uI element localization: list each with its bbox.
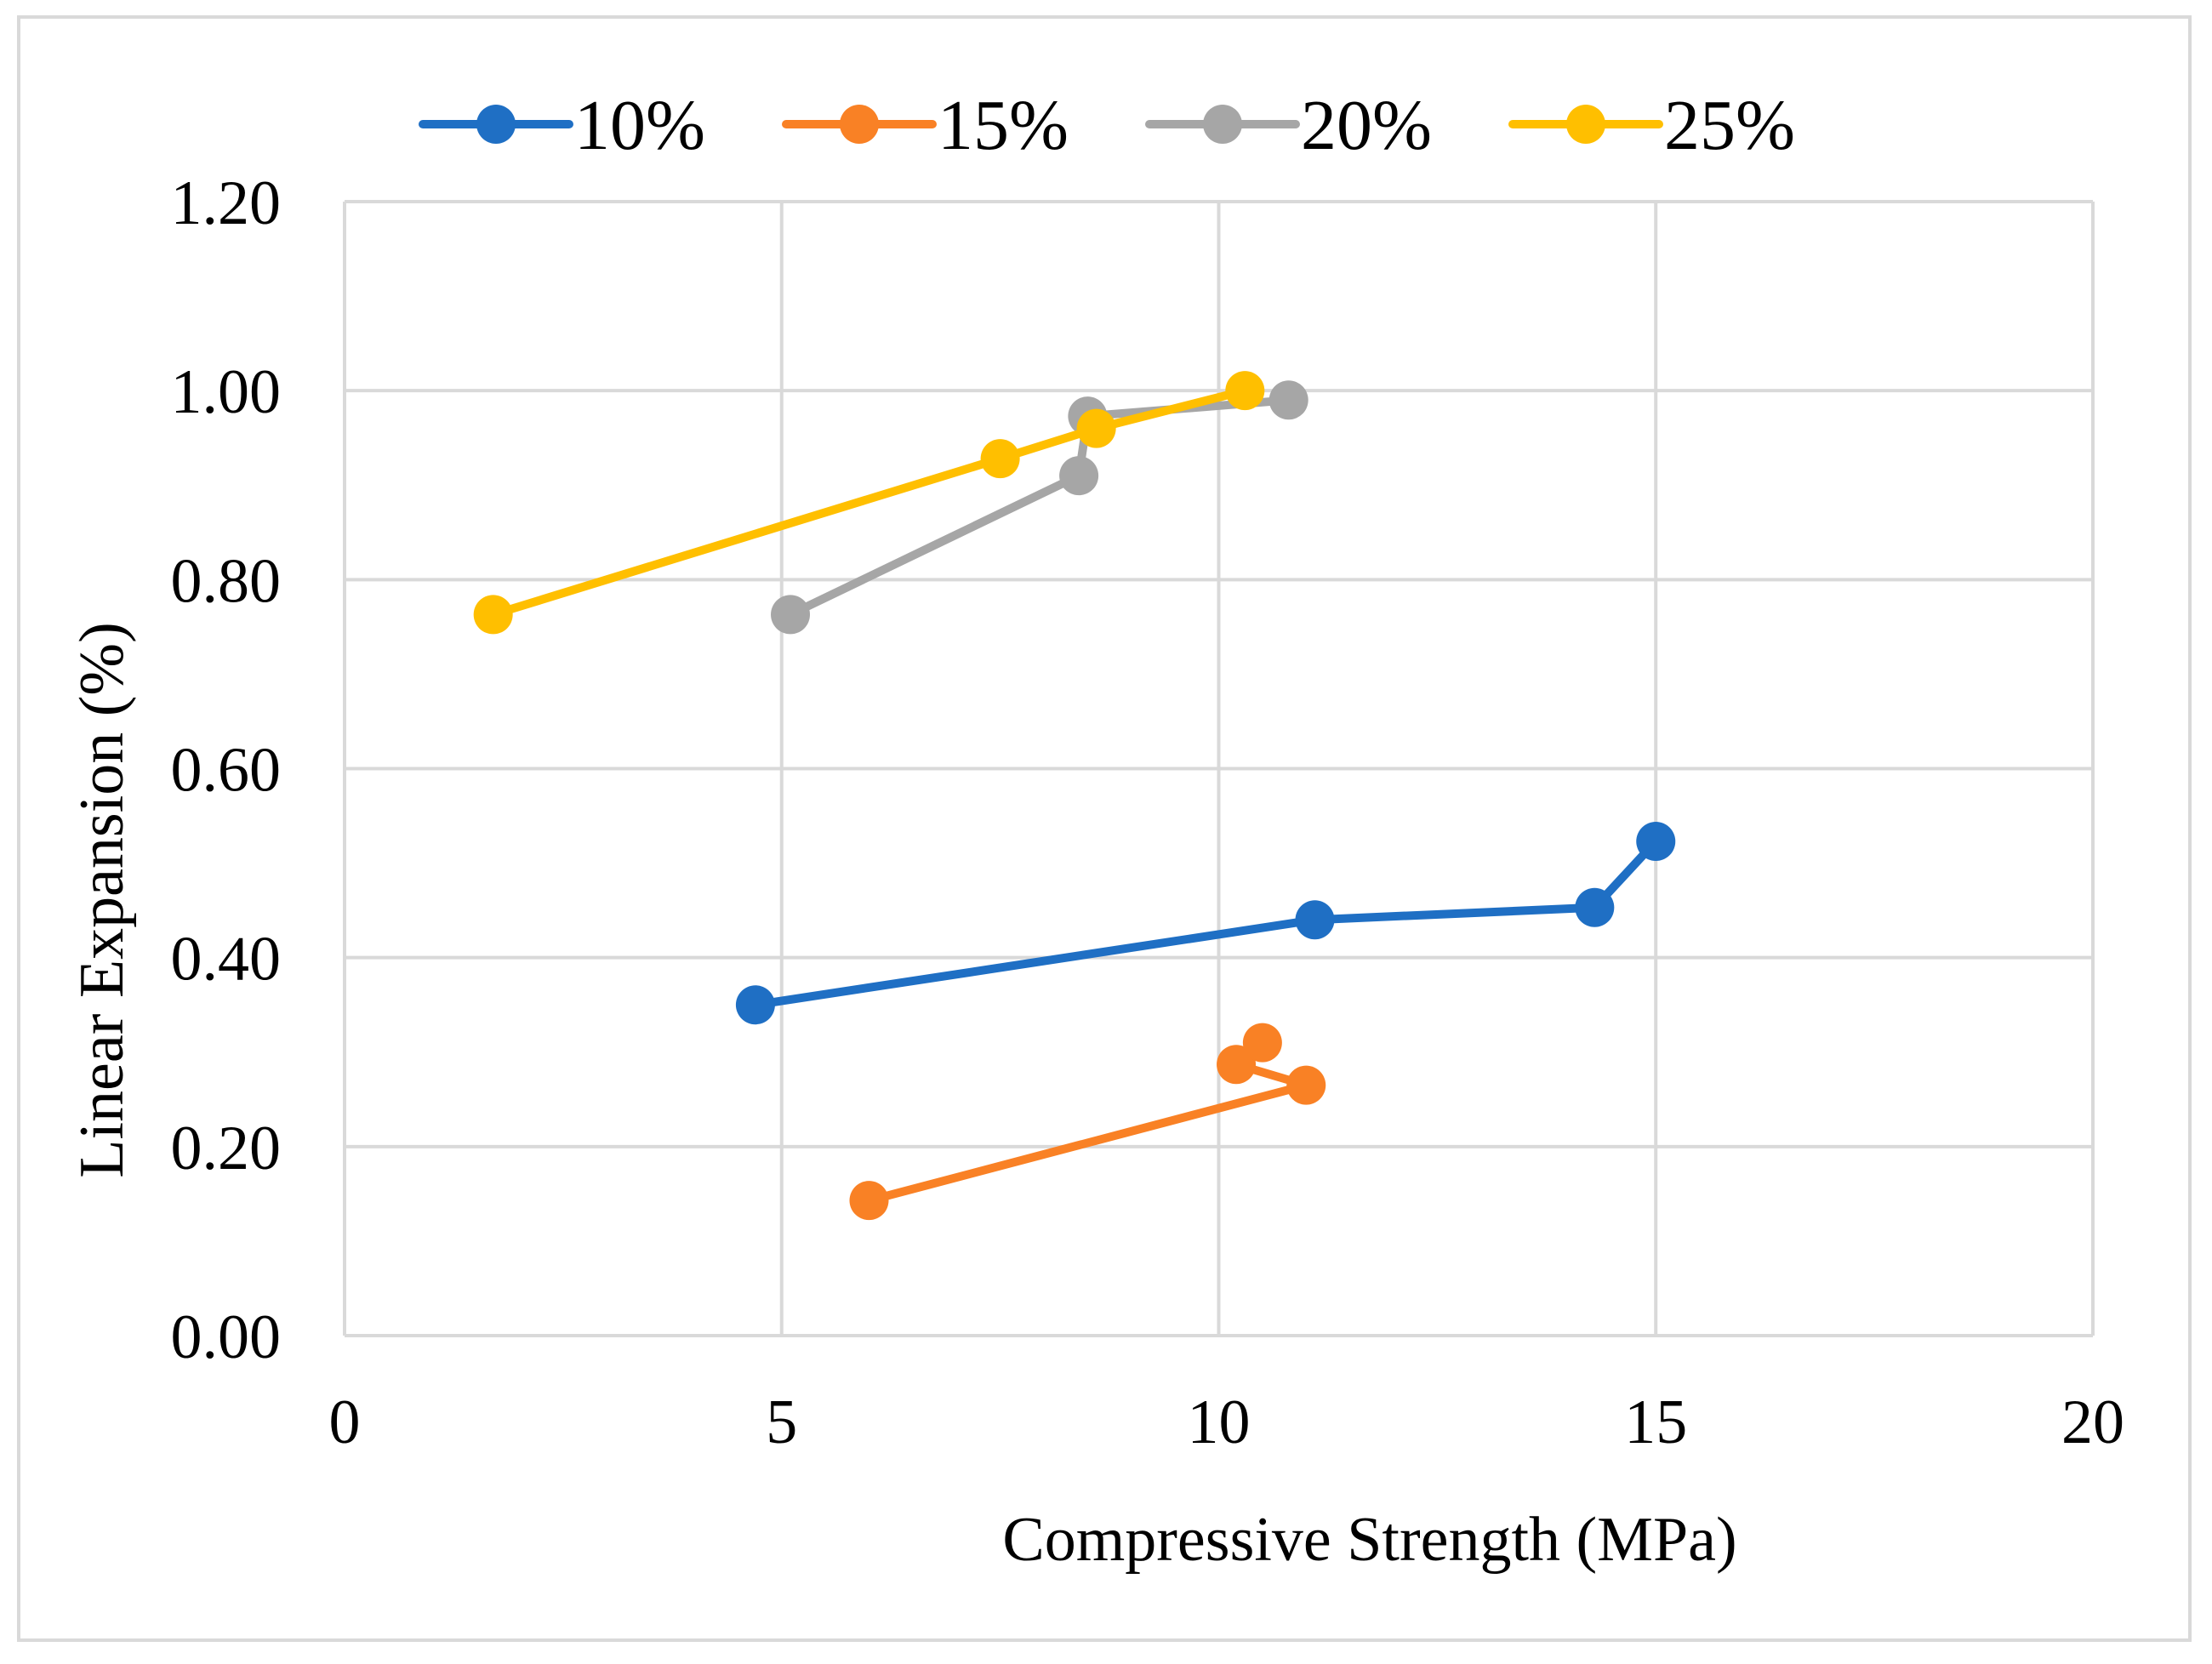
- legend-marker: [1203, 105, 1242, 144]
- data-point: [1225, 371, 1265, 411]
- x-axis-title: Compressive Strength (MPa): [1002, 1505, 1736, 1575]
- y-axis-ticks: 0.00 0.20 0.40 0.60 0.80 1.00 1.20: [171, 168, 282, 1372]
- data-point: [1295, 900, 1335, 940]
- chart-frame: [17, 15, 2192, 1642]
- series-line: [750, 837, 1661, 1010]
- x-tick-label: 5: [766, 1388, 797, 1457]
- x-tick-label: 15: [1624, 1388, 1687, 1457]
- y-tick-label: 0.20: [171, 1114, 282, 1183]
- series-line: [488, 386, 1250, 619]
- series-line: [786, 396, 1293, 619]
- data-point: [849, 1181, 889, 1221]
- data-point: [1242, 1023, 1282, 1063]
- x-axis-ticks: 0 5 10 15 20: [329, 1388, 2125, 1457]
- legend-item: 15%: [782, 86, 1069, 165]
- series-25pct: [473, 371, 1265, 635]
- data-point: [1575, 887, 1615, 927]
- y-tick-label: 1.20: [171, 168, 282, 238]
- data-point: [1286, 1065, 1326, 1105]
- series-layer: [473, 371, 1676, 1221]
- data-point: [1217, 1045, 1257, 1085]
- data-point: [771, 595, 811, 635]
- legend-marker: [1566, 105, 1605, 144]
- grid: [343, 200, 2095, 1337]
- legend-label: 20%: [1301, 86, 1432, 165]
- x-tick-label: 20: [2061, 1388, 2124, 1457]
- y-axis-title: Linear Expansion (%): [67, 622, 137, 1177]
- data-point: [735, 985, 775, 1025]
- y-tick-label: 0.60: [171, 736, 282, 806]
- legend-item: 10%: [419, 86, 705, 165]
- x-tick-label: 0: [329, 1388, 361, 1457]
- y-tick-label: 1.00: [171, 357, 282, 427]
- data-point: [1636, 822, 1676, 862]
- legend-label: 25%: [1664, 86, 1795, 165]
- legend-marker: [476, 105, 516, 144]
- series-15pct: [849, 1023, 1326, 1221]
- legend-label: 15%: [938, 86, 1069, 165]
- legend-marker: [840, 105, 879, 144]
- legend-label: 10%: [574, 86, 705, 165]
- legend: 10% 15% 20% 25%: [419, 86, 1795, 165]
- legend-item: 20%: [1145, 86, 1432, 165]
- y-tick-label: 0.80: [171, 546, 282, 616]
- data-point: [1268, 380, 1308, 420]
- data-point: [473, 595, 513, 635]
- series-10pct: [735, 822, 1676, 1025]
- data-point: [1076, 408, 1116, 448]
- y-tick-label: 0.00: [171, 1302, 282, 1372]
- x-tick-label: 10: [1188, 1388, 1251, 1457]
- data-point: [1059, 456, 1099, 496]
- y-tick-label: 0.40: [171, 925, 282, 994]
- data-point: [980, 439, 1020, 479]
- legend-item: 25%: [1508, 86, 1795, 165]
